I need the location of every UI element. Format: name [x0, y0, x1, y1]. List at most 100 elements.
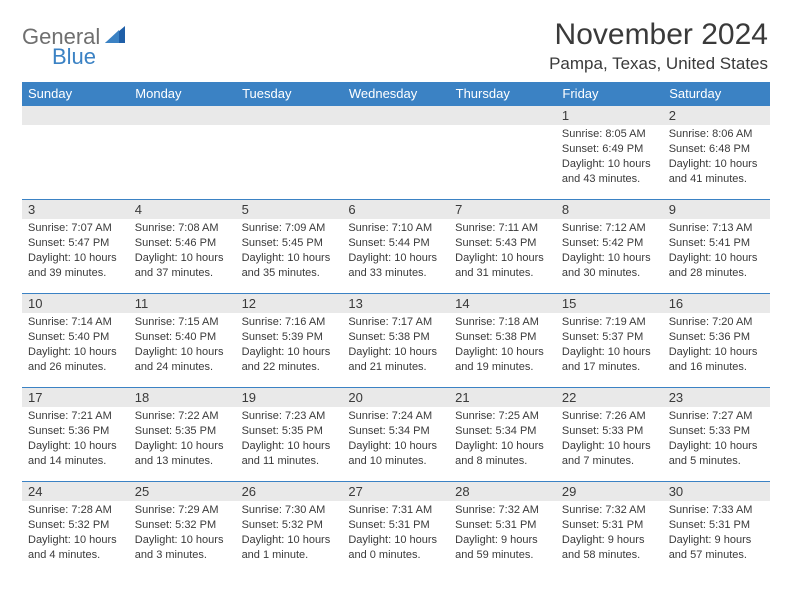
weekday-header: Saturday — [663, 82, 770, 106]
header-row: General Blue November 2024 Pampa, Texas,… — [22, 18, 770, 74]
title-block: November 2024 Pampa, Texas, United State… — [549, 18, 770, 74]
day-cell: Sunrise: 7:24 AMSunset: 5:34 PMDaylight:… — [342, 407, 449, 482]
day-cell: Sunrise: 7:22 AMSunset: 5:35 PMDaylight:… — [129, 407, 236, 482]
day-number-cell: 13 — [342, 294, 449, 314]
day-details: Sunrise: 7:29 AMSunset: 5:32 PMDaylight:… — [129, 501, 236, 564]
day-number-cell: 19 — [236, 388, 343, 408]
day-number-cell — [342, 106, 449, 126]
sunset-line: Sunset: 5:34 PM — [348, 424, 443, 439]
day-cell: Sunrise: 7:33 AMSunset: 5:31 PMDaylight:… — [663, 501, 770, 575]
day-number-cell: 4 — [129, 200, 236, 220]
day-cell: Sunrise: 7:15 AMSunset: 5:40 PMDaylight:… — [129, 313, 236, 388]
day-number: 30 — [663, 482, 770, 501]
day-cell: Sunrise: 7:29 AMSunset: 5:32 PMDaylight:… — [129, 501, 236, 575]
day-number: 21 — [449, 388, 556, 407]
daylight-line: Daylight: 10 hours and 1 minute. — [242, 533, 337, 563]
sunrise-line: Sunrise: 8:06 AM — [669, 127, 764, 142]
sunset-line: Sunset: 6:48 PM — [669, 142, 764, 157]
sunrise-line: Sunrise: 7:15 AM — [135, 315, 230, 330]
sunrise-line: Sunrise: 7:12 AM — [562, 221, 657, 236]
day-number: 2 — [663, 106, 770, 125]
sunrise-line: Sunrise: 7:30 AM — [242, 503, 337, 518]
sunrise-line: Sunrise: 7:16 AM — [242, 315, 337, 330]
day-cell: Sunrise: 7:14 AMSunset: 5:40 PMDaylight:… — [22, 313, 129, 388]
day-number-row: 12 — [22, 106, 770, 126]
daylight-line: Daylight: 10 hours and 43 minutes. — [562, 157, 657, 187]
sunset-line: Sunset: 5:31 PM — [669, 518, 764, 533]
week-row: Sunrise: 8:05 AMSunset: 6:49 PMDaylight:… — [22, 125, 770, 200]
day-number-cell — [449, 106, 556, 126]
day-cell: Sunrise: 7:18 AMSunset: 5:38 PMDaylight:… — [449, 313, 556, 388]
day-cell: Sunrise: 7:10 AMSunset: 5:44 PMDaylight:… — [342, 219, 449, 294]
day-details: Sunrise: 7:33 AMSunset: 5:31 PMDaylight:… — [663, 501, 770, 564]
sunset-line: Sunset: 5:41 PM — [669, 236, 764, 251]
daylight-line: Daylight: 10 hours and 3 minutes. — [135, 533, 230, 563]
daylight-line: Daylight: 10 hours and 10 minutes. — [348, 439, 443, 469]
weekday-header: Tuesday — [236, 82, 343, 106]
sunset-line: Sunset: 5:40 PM — [135, 330, 230, 345]
day-details: Sunrise: 7:07 AMSunset: 5:47 PMDaylight:… — [22, 219, 129, 282]
daylight-line: Daylight: 10 hours and 41 minutes. — [669, 157, 764, 187]
sunset-line: Sunset: 5:33 PM — [562, 424, 657, 439]
day-number-cell: 25 — [129, 482, 236, 502]
day-cell — [236, 125, 343, 200]
day-details: Sunrise: 7:31 AMSunset: 5:31 PMDaylight:… — [342, 501, 449, 564]
sunrise-line: Sunrise: 7:11 AM — [455, 221, 550, 236]
sunset-line: Sunset: 5:31 PM — [455, 518, 550, 533]
sunrise-line: Sunrise: 7:13 AM — [669, 221, 764, 236]
day-details: Sunrise: 7:10 AMSunset: 5:44 PMDaylight:… — [342, 219, 449, 282]
day-details: Sunrise: 7:28 AMSunset: 5:32 PMDaylight:… — [22, 501, 129, 564]
day-details: Sunrise: 7:17 AMSunset: 5:38 PMDaylight:… — [342, 313, 449, 376]
day-cell: Sunrise: 7:21 AMSunset: 5:36 PMDaylight:… — [22, 407, 129, 482]
day-cell: Sunrise: 7:27 AMSunset: 5:33 PMDaylight:… — [663, 407, 770, 482]
day-number-cell: 28 — [449, 482, 556, 502]
day-cell: Sunrise: 7:20 AMSunset: 5:36 PMDaylight:… — [663, 313, 770, 388]
day-number-cell: 2 — [663, 106, 770, 126]
sunrise-line: Sunrise: 7:21 AM — [28, 409, 123, 424]
day-number-cell: 22 — [556, 388, 663, 408]
day-details: Sunrise: 7:22 AMSunset: 5:35 PMDaylight:… — [129, 407, 236, 470]
daylight-line: Daylight: 10 hours and 14 minutes. — [28, 439, 123, 469]
sunset-line: Sunset: 5:44 PM — [348, 236, 443, 251]
day-details: Sunrise: 7:23 AMSunset: 5:35 PMDaylight:… — [236, 407, 343, 470]
day-number-cell: 23 — [663, 388, 770, 408]
daylight-line: Daylight: 10 hours and 13 minutes. — [135, 439, 230, 469]
day-number-cell — [22, 106, 129, 126]
week-row: Sunrise: 7:28 AMSunset: 5:32 PMDaylight:… — [22, 501, 770, 575]
day-details: Sunrise: 8:06 AMSunset: 6:48 PMDaylight:… — [663, 125, 770, 188]
brand-logo: General Blue — [22, 24, 127, 70]
sunset-line: Sunset: 5:45 PM — [242, 236, 337, 251]
sunset-line: Sunset: 5:38 PM — [455, 330, 550, 345]
day-number: 17 — [22, 388, 129, 407]
day-details: Sunrise: 7:13 AMSunset: 5:41 PMDaylight:… — [663, 219, 770, 282]
day-details: Sunrise: 7:21 AMSunset: 5:36 PMDaylight:… — [22, 407, 129, 470]
daylight-line: Daylight: 10 hours and 0 minutes. — [348, 533, 443, 563]
day-cell: Sunrise: 7:23 AMSunset: 5:35 PMDaylight:… — [236, 407, 343, 482]
day-details: Sunrise: 7:26 AMSunset: 5:33 PMDaylight:… — [556, 407, 663, 470]
day-number-cell: 26 — [236, 482, 343, 502]
day-number-cell: 1 — [556, 106, 663, 126]
day-details: Sunrise: 7:27 AMSunset: 5:33 PMDaylight:… — [663, 407, 770, 470]
sunset-line: Sunset: 5:33 PM — [669, 424, 764, 439]
day-details: Sunrise: 7:32 AMSunset: 5:31 PMDaylight:… — [556, 501, 663, 564]
sunset-line: Sunset: 5:34 PM — [455, 424, 550, 439]
day-cell: Sunrise: 7:08 AMSunset: 5:46 PMDaylight:… — [129, 219, 236, 294]
day-number-cell: 17 — [22, 388, 129, 408]
day-number: 12 — [236, 294, 343, 313]
day-number-cell: 12 — [236, 294, 343, 314]
day-number: 18 — [129, 388, 236, 407]
daylight-line: Daylight: 10 hours and 26 minutes. — [28, 345, 123, 375]
daylight-line: Daylight: 10 hours and 5 minutes. — [669, 439, 764, 469]
day-cell — [22, 125, 129, 200]
sunrise-line: Sunrise: 7:28 AM — [28, 503, 123, 518]
day-details: Sunrise: 7:15 AMSunset: 5:40 PMDaylight:… — [129, 313, 236, 376]
daylight-line: Daylight: 10 hours and 31 minutes. — [455, 251, 550, 281]
day-cell: Sunrise: 7:32 AMSunset: 5:31 PMDaylight:… — [556, 501, 663, 575]
sunrise-line: Sunrise: 7:31 AM — [348, 503, 443, 518]
day-number-row: 24252627282930 — [22, 482, 770, 502]
weekday-header: Friday — [556, 82, 663, 106]
day-cell — [342, 125, 449, 200]
day-cell: Sunrise: 7:07 AMSunset: 5:47 PMDaylight:… — [22, 219, 129, 294]
day-cell: Sunrise: 7:30 AMSunset: 5:32 PMDaylight:… — [236, 501, 343, 575]
sunset-line: Sunset: 5:31 PM — [562, 518, 657, 533]
